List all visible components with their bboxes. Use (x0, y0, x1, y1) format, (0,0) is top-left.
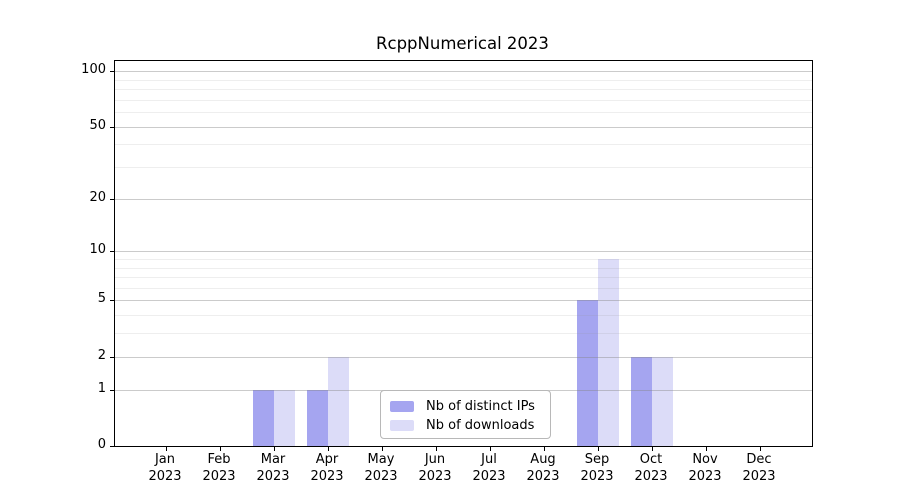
x-tick-year: 2023 (364, 468, 398, 484)
legend-label-distinct-ips: Nb of distinct IPs (426, 399, 535, 414)
bar-downloads (328, 356, 349, 446)
bar-downloads (598, 258, 619, 446)
x-tick-label: Jan 2023 (125, 452, 205, 485)
y-minor-gridline (115, 287, 812, 289)
x-tick-label: Feb 2023 (179, 452, 259, 485)
legend-row: Nb of downloads (390, 416, 541, 435)
y-minor-gridline (115, 277, 812, 278)
y-tick-mark (110, 356, 115, 358)
y-major-gridline (115, 126, 812, 128)
y-major-gridline (115, 251, 812, 253)
x-tick-label: Mar 2023 (233, 452, 313, 485)
bar-distinct-ips (631, 356, 652, 446)
x-tick-label: Nov 2023 (665, 452, 745, 485)
x-tick-year: 2023 (310, 468, 344, 484)
x-tick-year: 2023 (742, 468, 776, 484)
y-major-gridline (115, 71, 812, 72)
y-major-gridline (115, 356, 812, 358)
legend-swatch-downloads (390, 420, 414, 431)
x-tick-label: Sep 2023 (557, 452, 637, 485)
x-tick-mark (328, 446, 329, 451)
y-tick-mark (110, 126, 115, 128)
y-minor-gridline (115, 88, 812, 90)
y-tick-mark (110, 251, 115, 253)
x-tick-mark (652, 446, 653, 451)
bar-distinct-ips (307, 389, 328, 446)
plot-area: Nb of distinct IPs Nb of downloads (110, 60, 813, 451)
y-tick-label: 2 (97, 347, 106, 363)
y-tick-mark (110, 389, 115, 391)
x-tick-mark (490, 446, 491, 451)
x-tick-label: Dec 2023 (719, 452, 799, 485)
x-tick-year: 2023 (580, 468, 614, 484)
x-tick-year: 2023 (202, 468, 236, 484)
legend-box: Nb of distinct IPs Nb of downloads (380, 390, 551, 439)
x-tick-label: Jul 2023 (449, 452, 529, 485)
x-tick-year: 2023 (688, 468, 722, 484)
bar-distinct-ips (253, 389, 274, 446)
y-minor-gridline (115, 112, 812, 113)
y-minor-gridline (115, 167, 812, 168)
x-tick-mark (220, 446, 221, 451)
x-tick-label: Oct 2023 (611, 452, 691, 485)
x-tick-mark (274, 446, 275, 451)
y-tick-label: 20 (89, 189, 106, 205)
y-major-gridline (115, 300, 812, 302)
bar-downloads (652, 356, 673, 446)
x-tick-label: Aug 2023 (503, 452, 583, 485)
x-tick-year: 2023 (634, 468, 668, 484)
x-tick-year: 2023 (418, 468, 452, 484)
y-tick-mark (110, 446, 115, 447)
x-tick-label: Jun 2023 (395, 452, 475, 485)
x-tick-mark (166, 446, 167, 451)
x-tick-mark (544, 446, 545, 451)
x-tick-mark (382, 446, 383, 451)
x-tick-year: 2023 (526, 468, 560, 484)
y-minor-gridline (115, 79, 812, 81)
x-tick-label: May 2023 (341, 452, 421, 485)
x-tick-year: 2023 (148, 468, 182, 484)
y-tick-label: 5 (97, 291, 106, 307)
x-tick-mark (706, 446, 707, 451)
legend-label-downloads: Nb of downloads (426, 418, 535, 433)
bar-downloads (274, 389, 295, 446)
x-tick-mark (760, 446, 761, 451)
y-minor-gridline (115, 315, 812, 317)
x-tick-mark (436, 446, 437, 451)
x-tick-year: 2023 (256, 468, 290, 484)
y-minor-gridline (115, 99, 812, 101)
legend-row: Nb of distinct IPs (390, 397, 541, 416)
y-tick-label: 50 (89, 117, 106, 133)
y-major-gridline (115, 198, 812, 200)
y-tick-label: 0 (97, 437, 106, 452)
y-minor-gridline (115, 333, 812, 335)
y-tick-mark (110, 71, 115, 72)
y-minor-gridline (115, 267, 812, 269)
y-tick-label: 100 (81, 62, 106, 77)
y-minor-gridline (115, 144, 812, 146)
x-tick-year: 2023 (472, 468, 506, 484)
legend-swatch-distinct-ips (390, 401, 414, 412)
bar-distinct-ips (577, 300, 598, 446)
y-tick-label: 1 (97, 380, 106, 396)
x-tick-mark (598, 446, 599, 451)
chart-title: RcppNumerical 2023 (376, 34, 549, 53)
y-tick-mark (110, 198, 115, 200)
y-tick-mark (110, 300, 115, 302)
y-tick-label: 10 (89, 242, 106, 258)
x-tick-label: Apr 2023 (287, 452, 367, 485)
y-minor-gridline (115, 258, 812, 260)
